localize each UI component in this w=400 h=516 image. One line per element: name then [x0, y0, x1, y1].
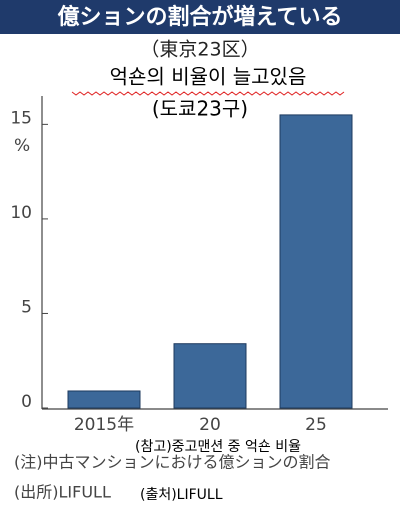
bar — [173, 343, 247, 409]
subtitle: （東京23区） — [140, 39, 259, 61]
annotation: (출처)LIFULL — [140, 487, 223, 503]
note: (注)中古マンションにおける億ションの割合 — [14, 453, 331, 472]
annotation: (참고)중고맨션 중 억숀 비율 — [135, 439, 301, 455]
spell-underline — [71, 91, 345, 96]
annotation: (도쿄23구) — [152, 97, 248, 121]
y-tick-label: 5 — [21, 297, 32, 317]
y-unit: % — [14, 136, 30, 156]
annotation: 억숀의 비율이 늘고있음 — [110, 65, 307, 89]
bar — [67, 390, 141, 409]
x-tick-label: 2015年 — [74, 415, 134, 435]
bar — [279, 114, 353, 409]
y-tick-label: 15 — [10, 108, 32, 128]
y-tick-label: 10 — [10, 203, 32, 223]
title-bar — [0, 0, 400, 34]
chart-title: 億ションの割合が増えている — [58, 4, 343, 30]
y-tick-label: 0 — [21, 392, 32, 412]
x-tick-label: 20 — [199, 415, 221, 435]
note: (出所)LIFULL — [14, 483, 111, 502]
x-tick-label: 25 — [305, 415, 327, 435]
